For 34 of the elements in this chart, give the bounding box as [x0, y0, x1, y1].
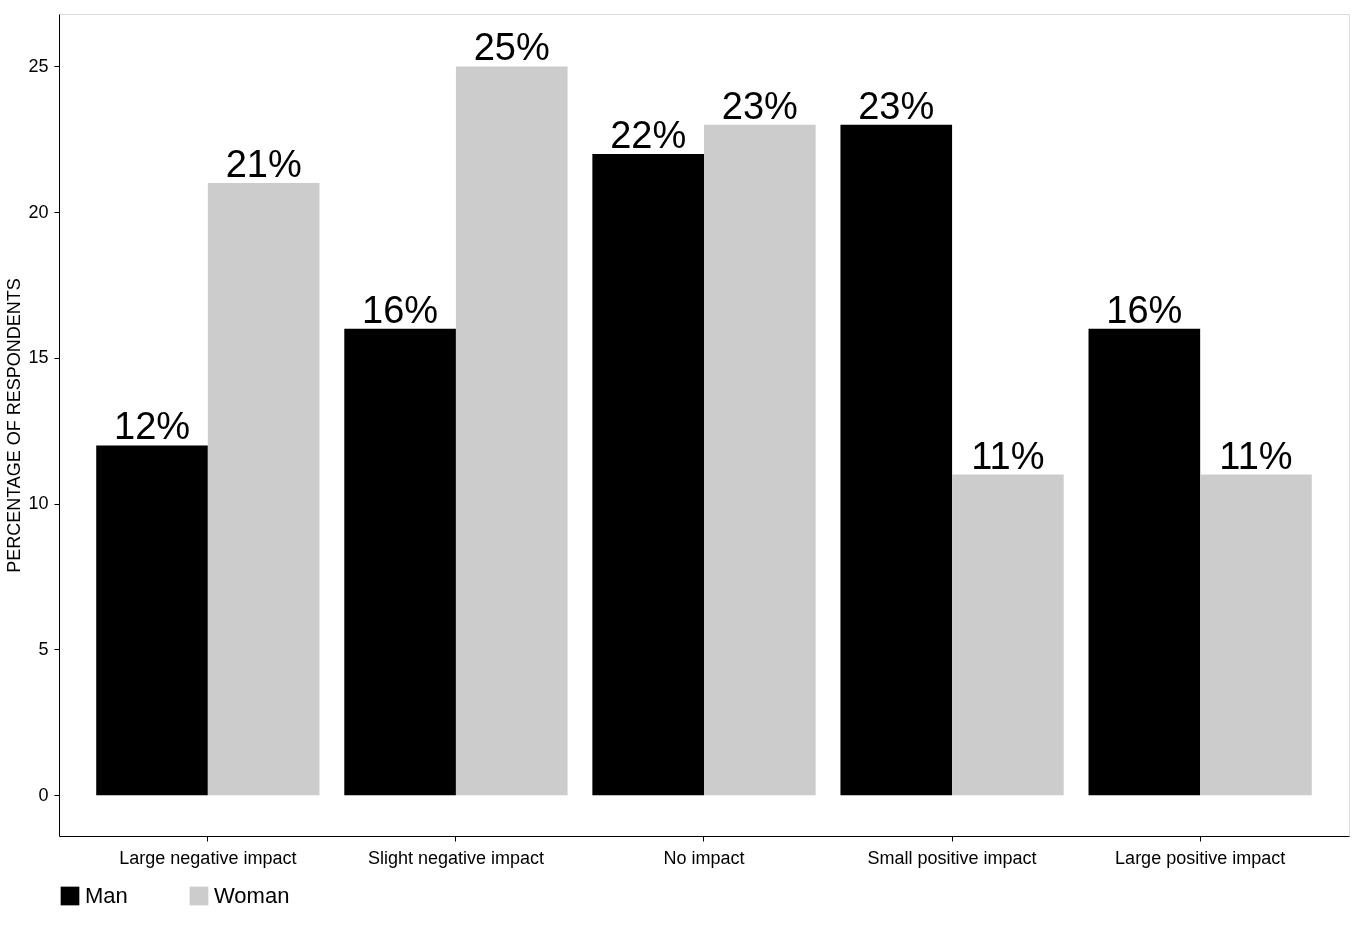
legend-label: Man [85, 883, 128, 908]
y-tick-label: 5 [38, 638, 49, 659]
x-tick-label: Slight negative impact [367, 847, 544, 868]
y-axis-title: PERCENTAGE OF RESPONDENTS [4, 278, 25, 573]
x-tick-label: Large negative impact [119, 847, 297, 868]
bar [96, 445, 208, 796]
data-label: 23% [858, 84, 935, 127]
y-tick-label: 15 [28, 347, 49, 368]
data-label: 11% [971, 434, 1045, 477]
bar [207, 183, 320, 796]
data-label: 12% [114, 405, 191, 448]
bar [1200, 474, 1312, 796]
bar [1088, 328, 1201, 796]
data-label: 22% [610, 113, 687, 156]
y-tick-label: 10 [28, 493, 49, 514]
data-label: 11% [1219, 434, 1293, 477]
y-tick-label: 0 [38, 784, 49, 805]
y-tick-label: 25 [28, 55, 49, 76]
data-label: 16% [362, 288, 439, 331]
bar [344, 328, 456, 796]
data-label: 25% [473, 26, 550, 69]
bar [592, 153, 704, 796]
bar [455, 66, 568, 796]
data-label: 16% [1106, 288, 1183, 331]
bar [704, 124, 816, 796]
bar [952, 474, 1064, 796]
x-tick-label: No impact [663, 847, 745, 868]
bar [840, 124, 953, 796]
x-tick-label: Large positive impact [1115, 847, 1286, 868]
y-tick-label: 20 [28, 201, 49, 222]
data-label: 21% [225, 143, 302, 186]
data-label: 23% [721, 84, 798, 127]
x-tick-label: Small positive impact [867, 847, 1037, 868]
legend-label: Woman [214, 883, 290, 908]
